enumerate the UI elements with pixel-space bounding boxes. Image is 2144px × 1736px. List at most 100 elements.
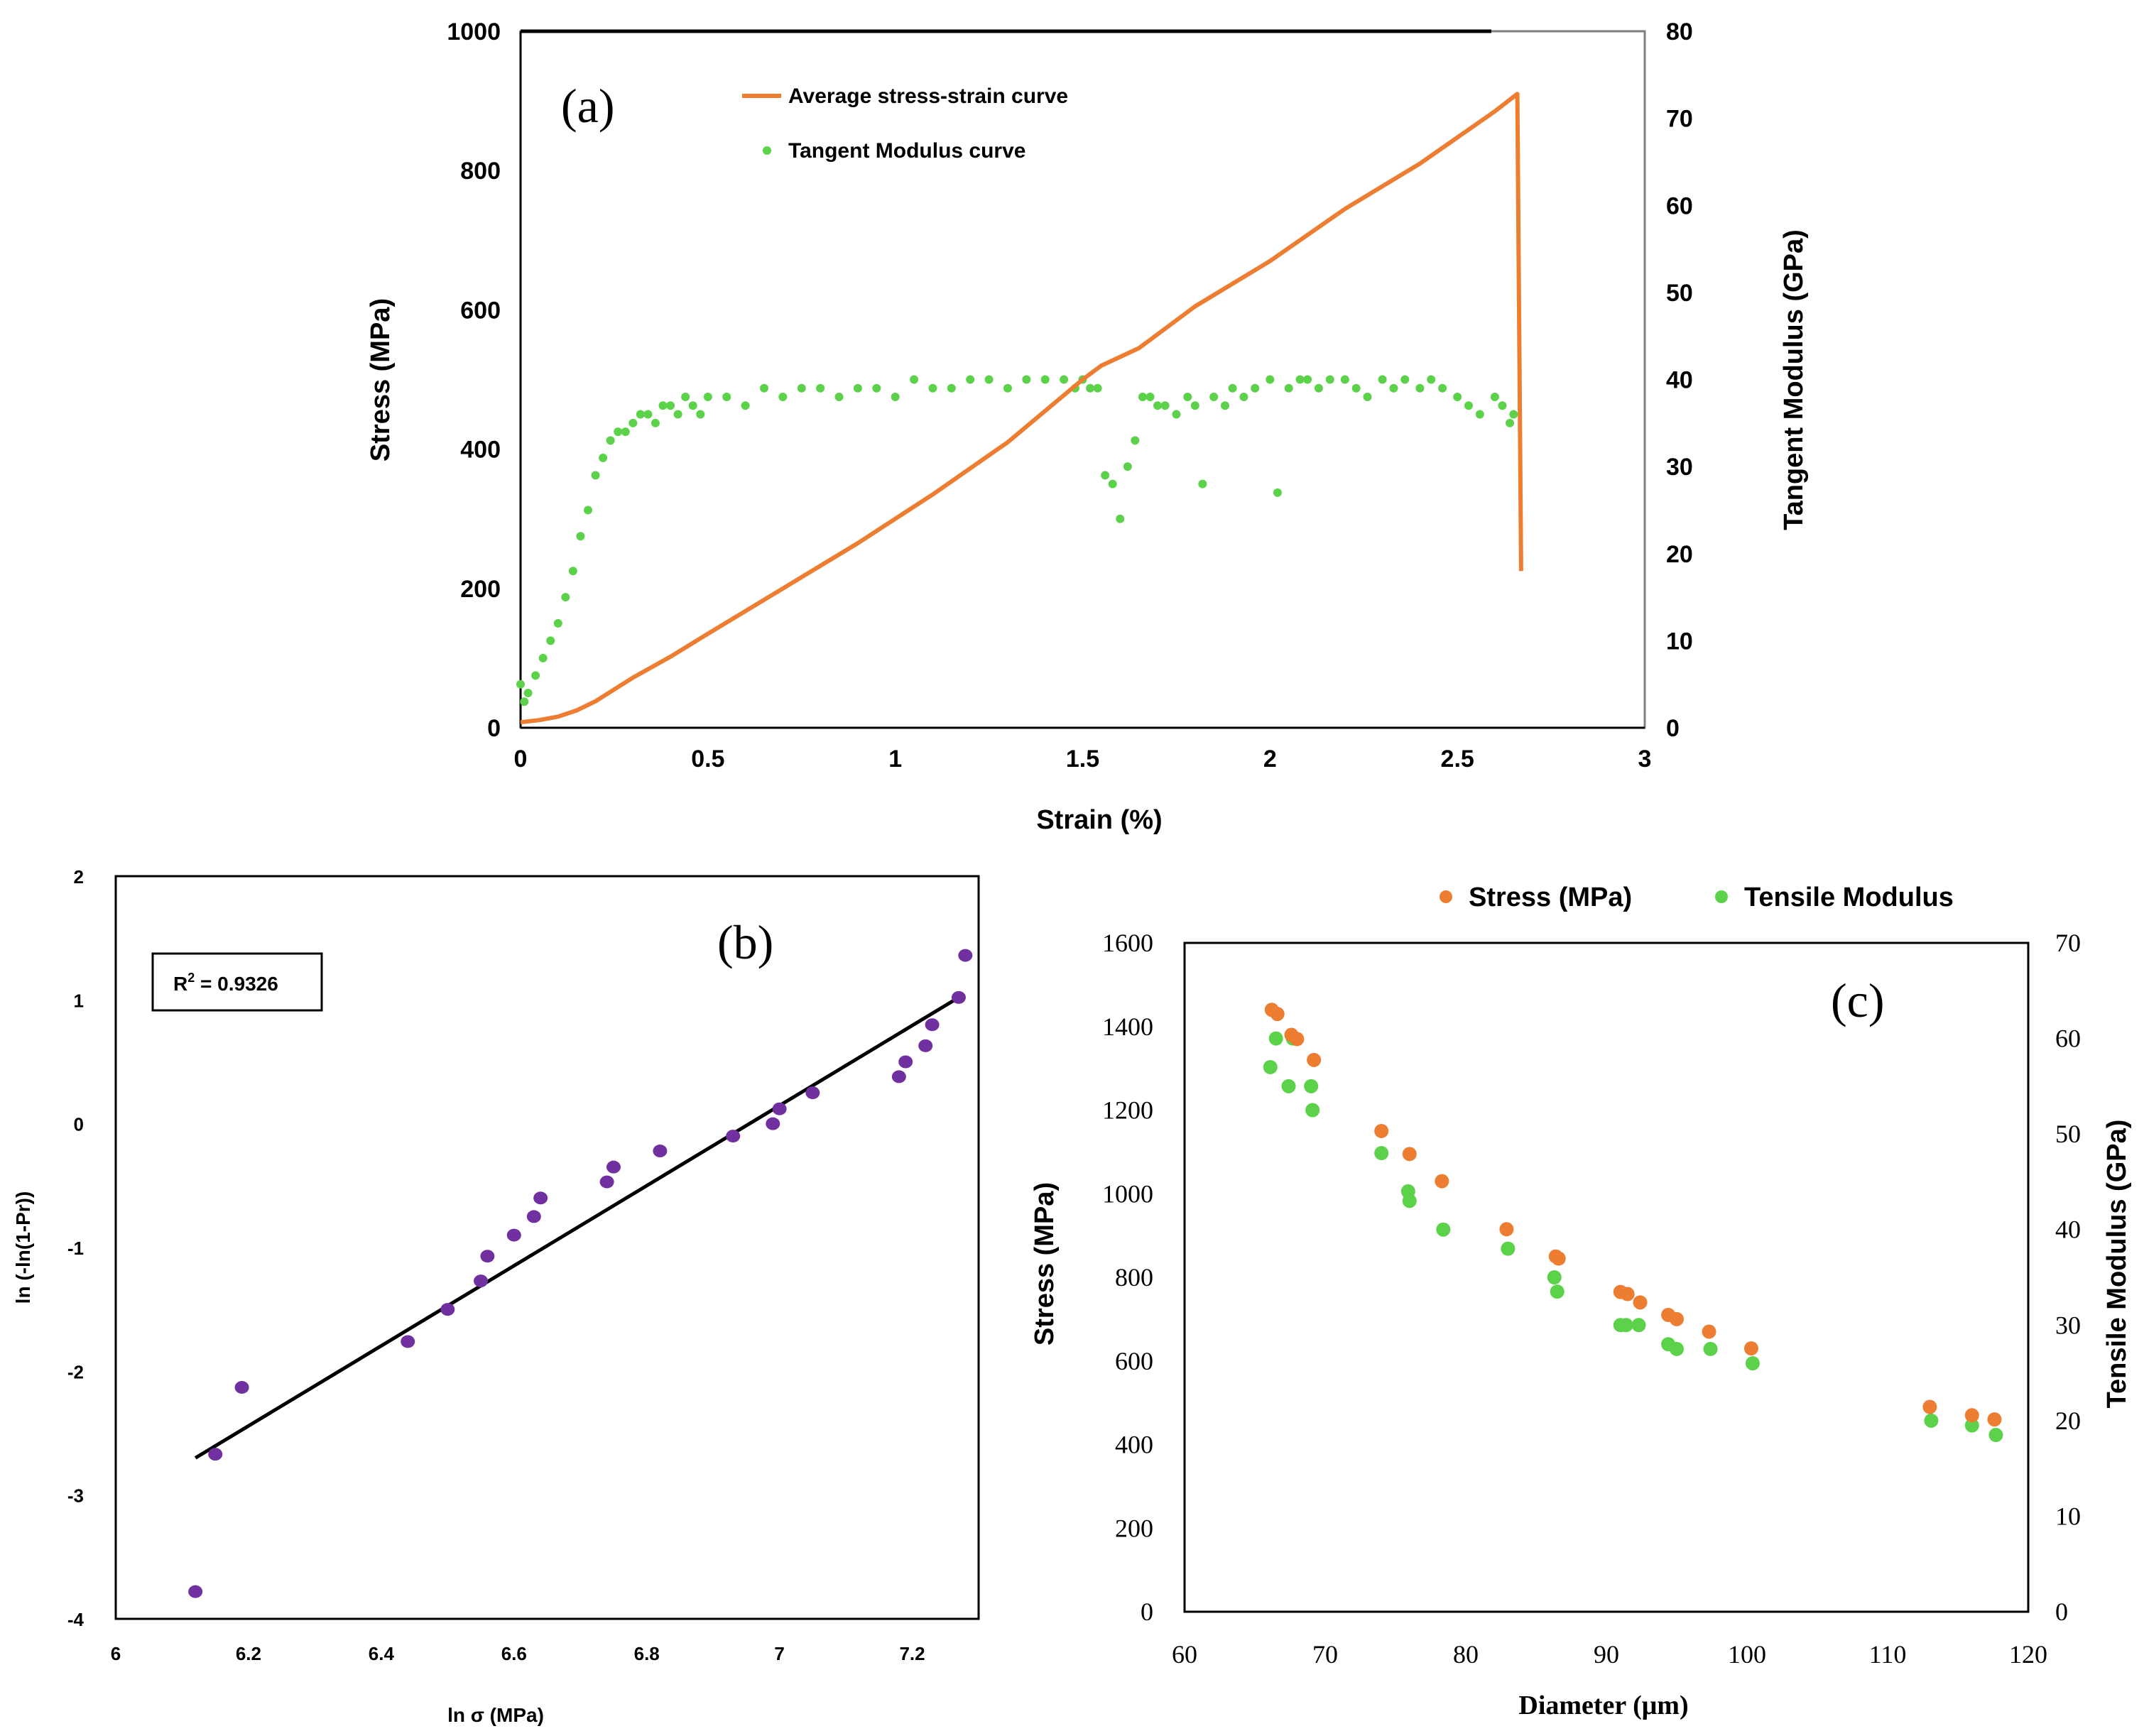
panel-c-x-tick-4: 100 bbox=[1728, 1640, 1766, 1669]
panel-a-y-tick-1: 200 bbox=[460, 576, 501, 603]
tangent-modulus-point bbox=[778, 393, 788, 402]
tangent-modulus-point bbox=[1060, 375, 1069, 384]
weibull-data-point bbox=[653, 1145, 668, 1158]
panel-c-y-tick-0: 0 bbox=[1141, 1598, 1153, 1626]
tangent-modulus-point bbox=[1295, 375, 1305, 384]
tangent-modulus-point bbox=[1415, 383, 1425, 393]
tangent-modulus-point bbox=[1190, 401, 1199, 410]
weibull-data-point bbox=[440, 1303, 455, 1316]
tensile-modulus-point bbox=[1964, 1418, 1979, 1433]
tangent-modulus-point bbox=[759, 383, 768, 393]
tangent-modulus-point bbox=[1093, 383, 1102, 393]
panel-c-y-tick-3: 600 bbox=[1115, 1347, 1153, 1375]
tangent-modulus-point bbox=[1400, 375, 1410, 384]
panel-b-y-tick-3: -1 bbox=[67, 1238, 84, 1259]
panel-c-y2-tick-5: 50 bbox=[2055, 1120, 2081, 1148]
tangent-modulus-point bbox=[1022, 375, 1031, 384]
panel-c-y-tick-6: 1200 bbox=[1102, 1096, 1153, 1125]
tangent-modulus-point bbox=[1314, 383, 1323, 393]
tangent-modulus-point bbox=[1239, 393, 1248, 402]
tangent-modulus-point bbox=[688, 401, 697, 410]
panel-c: 60 70 80 90 100 110 120 0200400600800100012001… bbox=[1030, 883, 2132, 1720]
tangent-modulus-point bbox=[1183, 393, 1192, 402]
tangent-modulus-point bbox=[553, 618, 562, 628]
tangent-modulus-point bbox=[606, 436, 615, 445]
weibull-data-point bbox=[925, 1018, 940, 1032]
tangent-modulus-point bbox=[1251, 383, 1260, 393]
stress-point bbox=[1374, 1123, 1389, 1138]
stress-point bbox=[1987, 1412, 2002, 1427]
tangent-modulus-point bbox=[1146, 393, 1155, 402]
weibull-data-point bbox=[188, 1585, 203, 1598]
tensile-modulus-point bbox=[1501, 1241, 1516, 1256]
panel-c-y-tick-labels: 0 200 400 600 800 1000 1200 1400 1600 bbox=[1102, 929, 1153, 1626]
panel-b-r2-frame bbox=[151, 952, 323, 1012]
tangent-modulus-point bbox=[1490, 393, 1499, 402]
tangent-modulus-point bbox=[643, 410, 653, 419]
panel-a-y2-tick-0: 0 bbox=[1666, 715, 1680, 742]
weibull-data-point bbox=[898, 1055, 913, 1069]
tangent-modulus-point bbox=[1363, 393, 1372, 402]
tensile-modulus-point bbox=[1263, 1059, 1278, 1074]
weibull-data-point bbox=[951, 990, 966, 1004]
tangent-modulus-point bbox=[1138, 393, 1147, 402]
panel-c-x-tick-6: 120 bbox=[2009, 1640, 2047, 1669]
panel-c-x-tick-1: 70 bbox=[1312, 1640, 1338, 1669]
panel-a-y-tick-5: 1000 bbox=[447, 18, 501, 45]
panel-b-x-tick-labels: 6 6.2 6.4 6.6 6.8 7 7.2 bbox=[111, 1643, 925, 1664]
stress-point bbox=[1702, 1324, 1716, 1339]
legend-tensile-modulus-label: Tensile Modulus bbox=[1744, 883, 1954, 912]
tangent-modulus-point bbox=[1123, 462, 1132, 471]
stress-point bbox=[1964, 1408, 1979, 1423]
panel-a-x-tick-3: 1.5 bbox=[1066, 746, 1099, 773]
tangent-modulus-point bbox=[1506, 418, 1515, 427]
panel-b-r2-box: R2 = 0.9326 bbox=[151, 952, 323, 1012]
stress-point bbox=[1620, 1287, 1635, 1301]
panel-b-x-axis-title: ln σ (MPa) bbox=[447, 1704, 544, 1726]
panel-a-y2-tick-5: 50 bbox=[1666, 280, 1693, 307]
tangent-modulus-point bbox=[947, 383, 956, 393]
stress-point bbox=[1290, 1032, 1305, 1047]
panel-b-x-tick-5: 7 bbox=[774, 1643, 784, 1664]
weibull-data-point bbox=[772, 1102, 787, 1115]
tensile-modulus-point bbox=[1745, 1356, 1760, 1371]
panel-a-x-tick-4: 2 bbox=[1263, 746, 1277, 773]
panel-b-y-tick-5: 1 bbox=[74, 990, 84, 1011]
legend-stress-strain-label: Average stress-strain curve bbox=[788, 84, 1068, 108]
tensile-modulus-point bbox=[1305, 1103, 1320, 1118]
tensile-modulus-point bbox=[1268, 1031, 1283, 1046]
panel-a-y2-tick-2: 20 bbox=[1666, 541, 1693, 568]
tangent-modulus-point bbox=[681, 393, 690, 402]
tangent-modulus-point bbox=[651, 418, 660, 427]
tangent-modulus-point bbox=[1453, 393, 1462, 402]
tangent-modulus-point bbox=[1108, 479, 1117, 488]
panel-c-legend: Stress (MPa) Tensile Modulus bbox=[1440, 883, 1954, 912]
stress-point bbox=[1922, 1399, 1937, 1414]
tangent-modulus-point bbox=[1464, 401, 1473, 410]
panel-c-x-tick-2: 80 bbox=[1453, 1640, 1479, 1669]
panel-b-y-tick-4: 0 bbox=[74, 1114, 84, 1135]
panel-c-x-tick-labels: 60 70 80 90 100 110 120 bbox=[1172, 1640, 2047, 1669]
panel-b-label: (b) bbox=[717, 915, 773, 969]
tangent-modulus-point bbox=[891, 393, 900, 402]
weibull-data-point bbox=[606, 1160, 621, 1174]
tensile-modulus-point bbox=[1550, 1284, 1565, 1299]
tangent-modulus-point bbox=[1325, 375, 1334, 384]
tangent-modulus-point bbox=[1116, 514, 1125, 523]
tangent-modulus-point bbox=[797, 383, 806, 393]
panel-b-y-tick-2: -2 bbox=[67, 1361, 84, 1382]
panel-a-x-tick-6: 3 bbox=[1638, 746, 1652, 773]
stress-point bbox=[1633, 1295, 1648, 1310]
panel-a-y-tick-2: 400 bbox=[460, 437, 501, 464]
weibull-data-point bbox=[234, 1380, 249, 1394]
panel-a-x-tick-labels: 0 0.5 1 1.5 2 2.5 3 bbox=[514, 746, 1652, 773]
stress-point bbox=[1402, 1147, 1417, 1162]
weibull-data-point bbox=[726, 1130, 741, 1143]
panel-a-y2-tick-4: 40 bbox=[1666, 367, 1693, 394]
panel-b-x-tick-4: 6.8 bbox=[634, 1643, 660, 1664]
tangent-modulus-point bbox=[666, 401, 675, 410]
legend-green-dot-icon bbox=[763, 146, 771, 155]
panel-a-y-tick-3: 600 bbox=[460, 297, 501, 324]
panel-b-y-tick-1: -3 bbox=[67, 1485, 84, 1507]
panel-b-x-tick-2: 6.4 bbox=[369, 1643, 395, 1664]
